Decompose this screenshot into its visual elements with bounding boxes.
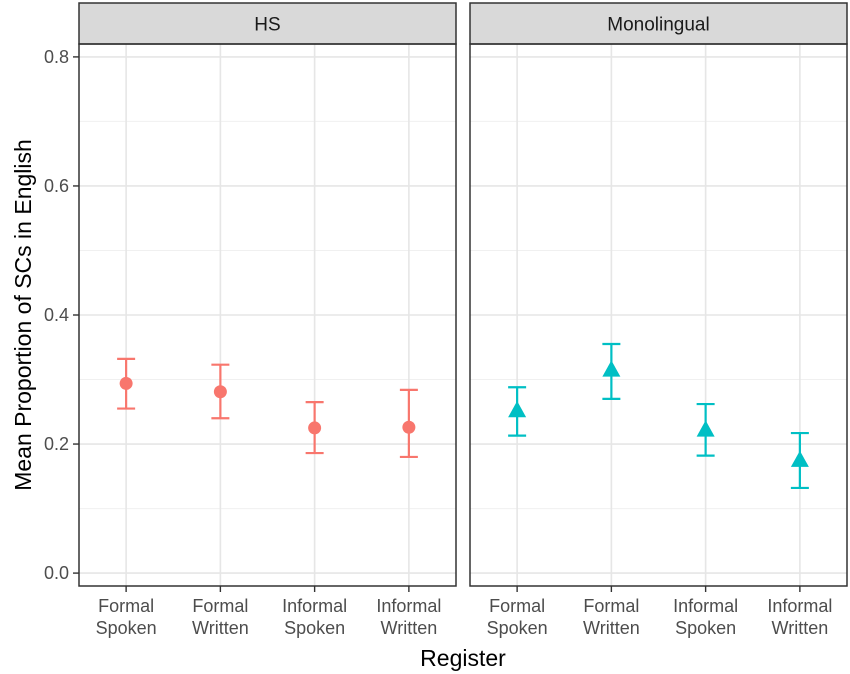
x-tick-label: Informal — [376, 596, 441, 616]
x-tick-label: Written — [772, 618, 829, 638]
facet-panel-monolingual: Monolingual — [469, 2, 848, 587]
x-tick-label: Written — [192, 618, 249, 638]
data-point-triangle — [696, 420, 715, 437]
panel-border — [469, 43, 848, 587]
facet-strip-label: Monolingual — [607, 15, 709, 36]
x-tick-label: Spoken — [284, 618, 345, 638]
x-tick-label: Written — [381, 618, 438, 638]
facet-strip — [469, 2, 848, 45]
x-tick-label: Informal — [282, 596, 347, 616]
data-point-circle — [119, 376, 133, 390]
x-tick-label: Written — [583, 618, 640, 638]
x-tick-label: Spoken — [675, 618, 736, 638]
facet-panel-hs: HS — [78, 2, 457, 587]
y-tick-label: 0.2 — [44, 434, 69, 454]
x-tick-label: Informal — [767, 596, 832, 616]
data-point-triangle — [790, 450, 809, 467]
x-axis-title: Register — [420, 645, 506, 671]
y-tick-label: 0.0 — [44, 563, 69, 583]
x-tick-label: Formal — [192, 596, 248, 616]
facet-strip-label: HS — [254, 15, 280, 36]
data-point-circle — [308, 421, 322, 435]
y-axis-title: Mean Proportion of SCs in English — [10, 139, 36, 491]
data-point-circle — [402, 420, 416, 434]
x-tick-label: Formal — [583, 596, 639, 616]
data-point-triangle — [602, 360, 621, 377]
y-tick-label: 0.6 — [44, 176, 69, 196]
x-tick-label: Spoken — [96, 618, 157, 638]
x-tick-label: Formal — [98, 596, 154, 616]
x-axis: FormalSpokenFormalWrittenInformalSpokenI… — [96, 586, 832, 638]
y-tick-label: 0.8 — [44, 47, 69, 67]
data-point-triangle — [508, 401, 527, 418]
x-tick-label: Formal — [489, 596, 545, 616]
y-axis: 0.0 0.2 0.4 0.6 0.8 — [44, 47, 79, 583]
y-tick-label: 0.4 — [44, 305, 69, 325]
data-point-circle — [213, 385, 227, 399]
x-tick-label: Spoken — [487, 618, 548, 638]
facet-panels: HS Monolingual — [78, 2, 848, 587]
x-tick-label: Informal — [673, 596, 738, 616]
